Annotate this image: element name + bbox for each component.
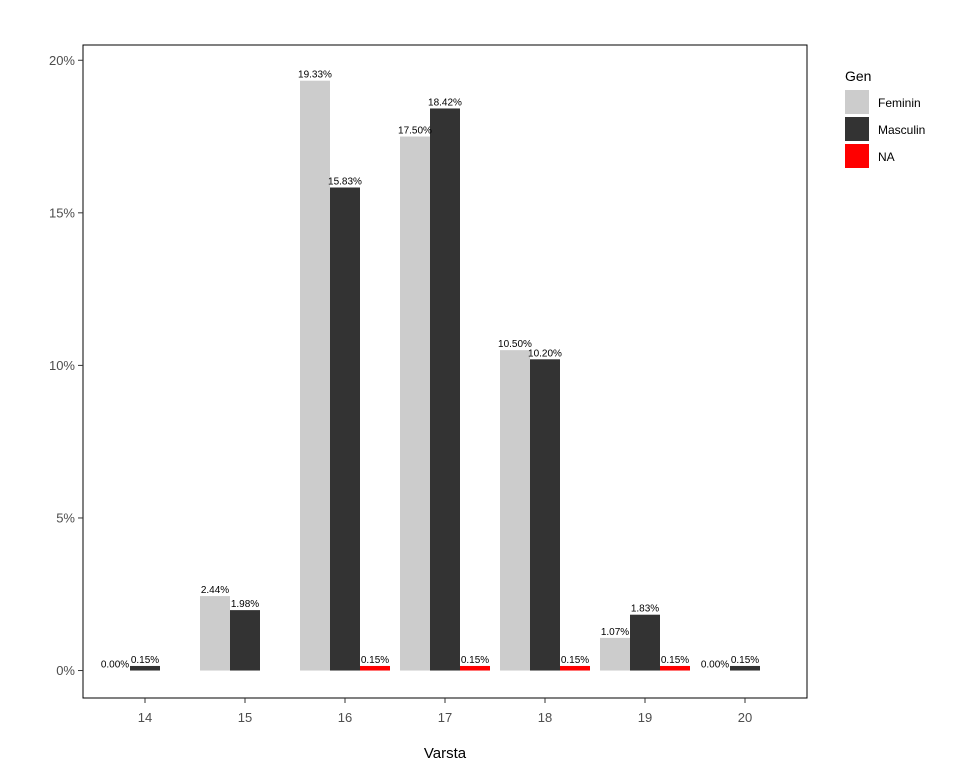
data-label: 1.98% <box>231 599 259 610</box>
y-tick-label: 20% <box>49 53 75 68</box>
data-label: 0.15% <box>361 655 389 666</box>
data-label: 1.07% <box>601 627 629 638</box>
y-tick-label: 15% <box>49 205 75 220</box>
bar-feminin-19 <box>600 637 630 671</box>
x-tick-label: 15 <box>238 710 252 725</box>
legend-key-feminin <box>845 90 869 114</box>
data-label: 2.44% <box>201 585 229 596</box>
bar-feminin-16 <box>300 80 330 671</box>
bar-masculin-20 <box>730 665 760 671</box>
legend-label: NA <box>878 150 895 164</box>
bar-feminin-15 <box>200 596 230 671</box>
data-label: 1.83% <box>631 604 659 615</box>
bar-masculin-19 <box>630 614 660 671</box>
bar-masculin-15 <box>230 610 260 671</box>
legend-label: Feminin <box>878 96 921 110</box>
x-tick-label: 19 <box>638 710 652 725</box>
x-axis-title: Varsta <box>424 745 467 762</box>
legend: Gen Feminin Masculin NA <box>845 68 925 168</box>
legend-label: Masculin <box>878 123 925 137</box>
data-label: 0.15% <box>131 655 159 666</box>
x-tick-label: 17 <box>438 710 452 725</box>
data-labels: 0.00%2.44%19.33%17.50%10.50%1.07%0.00%0.… <box>101 70 759 671</box>
bars <box>130 80 760 671</box>
bar-na-17 <box>460 665 490 671</box>
data-label: 0.00% <box>701 660 729 671</box>
x-tick-label: 20 <box>738 710 752 725</box>
data-label: 0.00% <box>101 660 129 671</box>
y-axis: 0% 5% 10% 15% 20% <box>49 53 83 678</box>
y-tick-label: 10% <box>49 358 75 373</box>
data-label: 0.15% <box>731 655 759 666</box>
data-label: 0.15% <box>561 655 589 666</box>
x-tick-label: 14 <box>138 710 152 725</box>
data-label: 15.83% <box>328 177 362 188</box>
legend-title: Gen <box>845 68 871 84</box>
bar-feminin-18 <box>500 350 530 671</box>
x-axis: 14 15 16 17 18 19 20 <box>138 698 752 725</box>
bar-masculin-18 <box>530 359 560 671</box>
bar-na-19 <box>660 665 690 671</box>
x-tick-label: 16 <box>338 710 352 725</box>
bar-masculin-17 <box>430 108 460 671</box>
data-label: 18.42% <box>428 97 462 108</box>
bar-masculin-14 <box>130 665 160 671</box>
y-tick-label: 0% <box>56 663 75 678</box>
legend-key-na <box>845 144 869 168</box>
legend-key-masculin <box>845 117 869 141</box>
bar-masculin-16 <box>330 187 360 671</box>
data-label: 10.50% <box>498 339 532 350</box>
bar-feminin-17 <box>400 136 430 671</box>
data-label: 17.50% <box>398 126 432 137</box>
data-label: 10.20% <box>528 348 562 359</box>
bar-na-16 <box>360 665 390 671</box>
x-tick-label: 18 <box>538 710 552 725</box>
data-label: 0.15% <box>461 655 489 666</box>
y-tick-label: 5% <box>56 510 75 525</box>
data-label: 19.33% <box>298 70 332 81</box>
data-label: 0.15% <box>661 655 689 666</box>
bar-na-18 <box>560 665 590 671</box>
